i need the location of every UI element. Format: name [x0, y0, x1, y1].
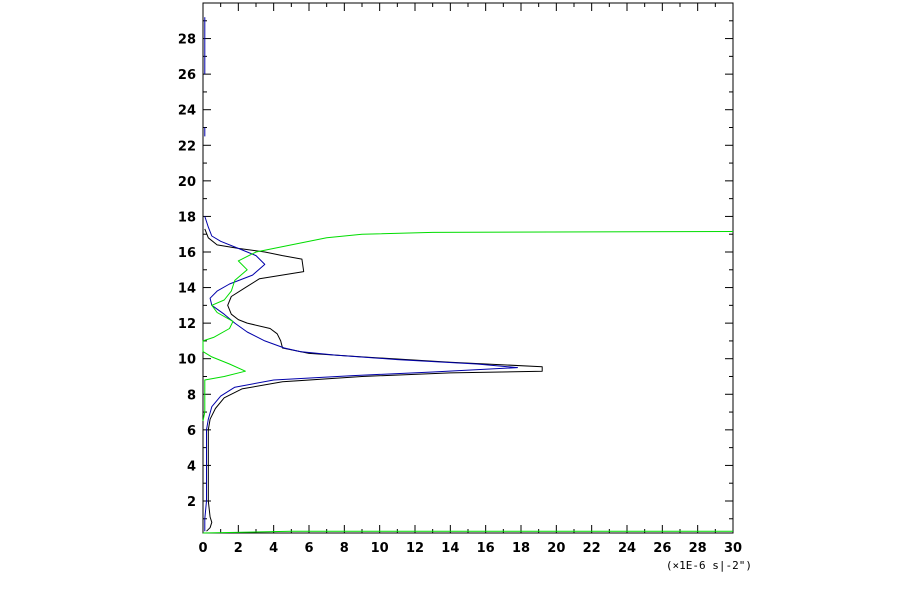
y-tick-label: 12 [178, 317, 196, 332]
x-tick-label: 18 [512, 541, 530, 556]
series-layer [202, 17, 734, 534]
y-tick-label: 26 [178, 68, 196, 83]
y-tick-label: 22 [178, 139, 196, 154]
axis-tick-labels: 0 2 4 6 8 10 12 14 16 18 20 22 24 26 28 302468101214161… [178, 33, 742, 556]
x-tick-label: 28 [689, 541, 707, 556]
y-tick-label: 18 [178, 210, 196, 225]
y-tick-label: 4 [187, 459, 196, 474]
series-line-2 [202, 231, 734, 422]
axis-ticks [202, 3, 734, 533]
y-tick-label: 20 [178, 175, 196, 190]
y-tick-label: 10 [178, 353, 196, 368]
y-tick-label: 14 [178, 282, 196, 297]
series-line-0 [204, 228, 543, 532]
y-tick-label: 16 [178, 246, 196, 261]
plot-frame [202, 2, 734, 534]
y-tick-label: 24 [178, 104, 196, 119]
x-tick-label: 20 [547, 541, 565, 556]
x-tick-label: 30 [724, 541, 742, 556]
x-tick-label: 26 [653, 541, 671, 556]
y-tick-label: 6 [187, 424, 196, 439]
x-tick-label: 0 [198, 541, 207, 556]
series-line-3 [202, 530, 733, 534]
x-tick-label: 24 [618, 541, 636, 556]
x-unit-label: (×1E-6 s|-2") [666, 559, 752, 572]
x-tick-label: 12 [406, 541, 424, 556]
y-tick-label: 2 [187, 495, 196, 510]
x-tick-label: 10 [371, 541, 389, 556]
x-tick-label: 8 [340, 541, 349, 556]
x-tick-label: 16 [477, 541, 495, 556]
x-tick-label: 14 [441, 541, 459, 556]
x-tick-label: 22 [583, 541, 601, 556]
x-tick-label: 6 [304, 541, 313, 556]
x-tick-label: 4 [269, 541, 278, 556]
y-tick-label: 28 [178, 33, 196, 48]
series-line-1 [204, 216, 518, 532]
y-tick-label: 8 [187, 388, 196, 403]
x-tick-label: 2 [234, 541, 243, 556]
